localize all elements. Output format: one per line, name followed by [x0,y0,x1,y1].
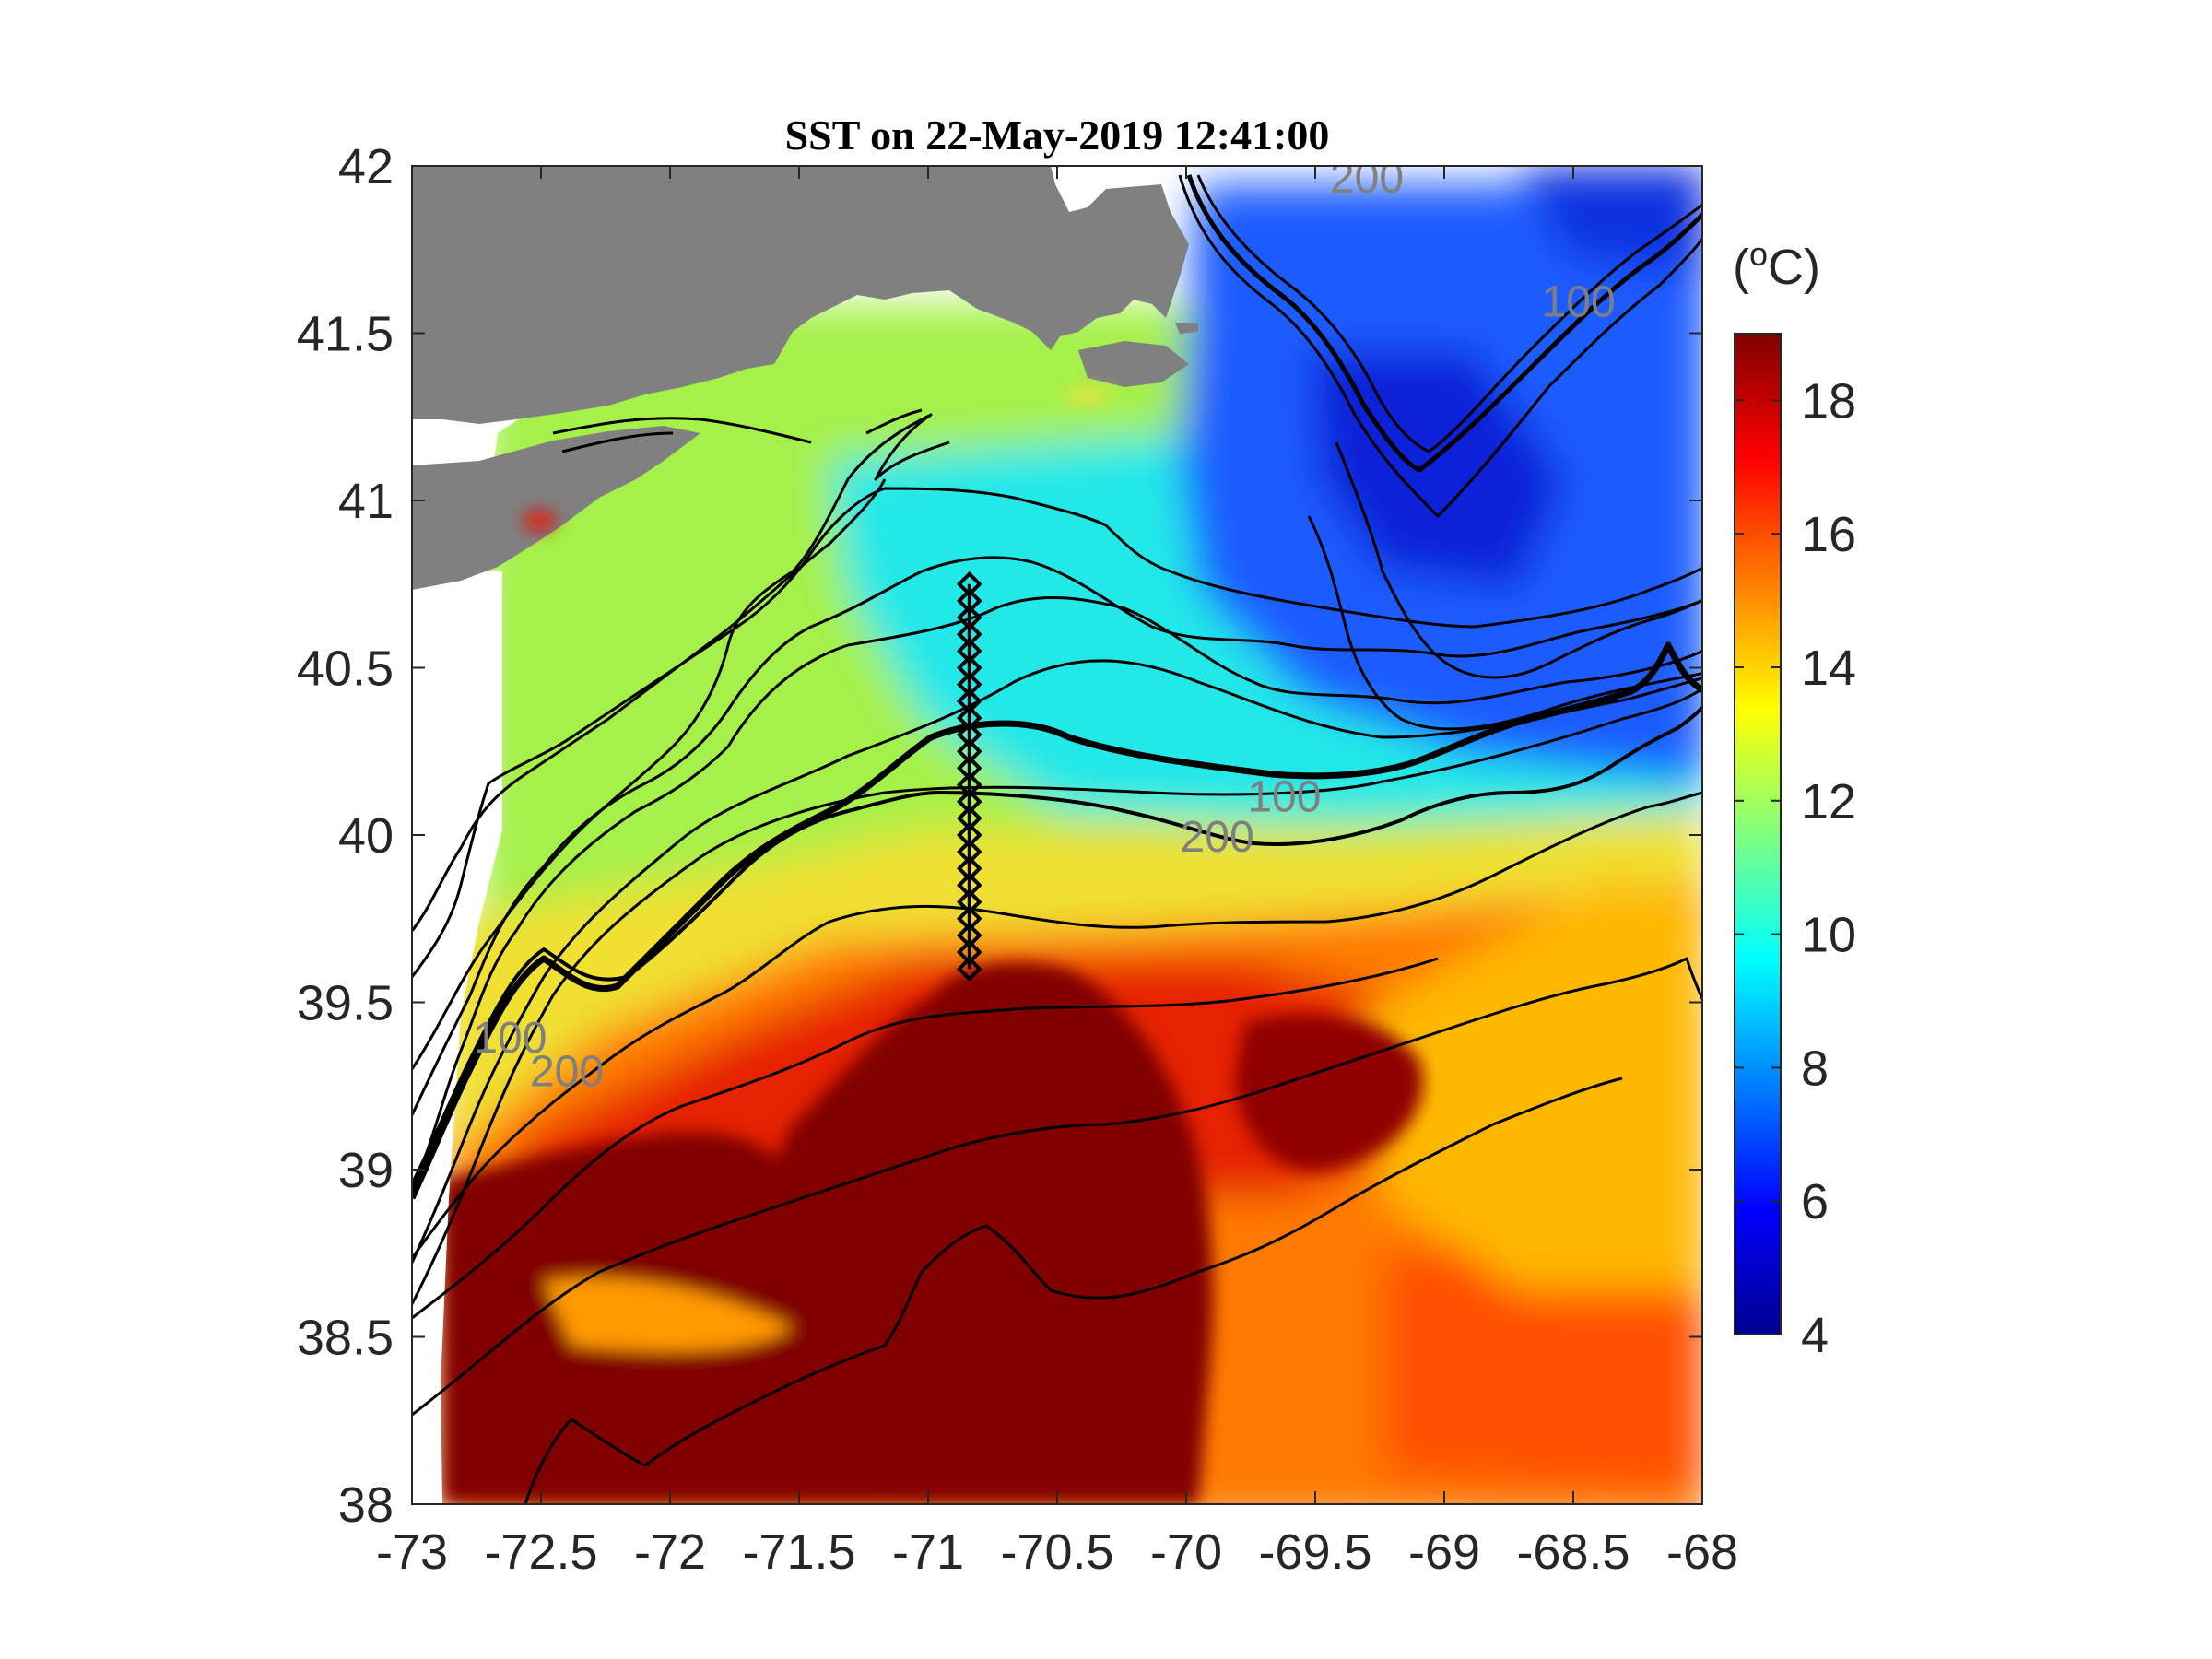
transect-station-marker [956,939,982,965]
x-ticks: -73 -72.5 -72 -71.5 -71 -70.5 -70 -69.5 -69 -68.5… [376,166,1738,1580]
colorbar-tick-label: 14 [1801,641,1856,696]
contour-shelf-inner [552,408,923,453]
contour-abyssal-2 [524,1077,1623,1504]
transect-station-marker [956,905,982,932]
colorbar-tick-label: 4 [1801,1308,1829,1363]
transect-station-marker [956,888,982,915]
transect-station-marker [956,621,982,648]
y-tick-label: 41.5 [297,307,394,362]
contour-deep-2 [412,957,1439,1320]
contour-deep-1 [412,791,1702,1259]
transect-station-marker [956,588,982,614]
transect-station-marker [956,705,982,731]
contour-shelf-1 [412,687,1702,1305]
contour-gulf-4 [1335,441,1702,679]
axes: -73 -72.5 -72 -71.5 -71 -70.5 -70 -69.5 -69 -68.5… [297,139,1738,1580]
contour-gulf-2 [1186,174,1702,473]
y-tick-label: 38.5 [297,1311,394,1366]
contour-shelf-3 [412,596,1702,1190]
transect-station-marker [956,923,982,948]
contour-label: 100 [1247,773,1321,822]
transect-station-marker [956,654,982,681]
transect-station-marker [956,671,982,698]
transect-station-marker [956,755,982,782]
bathymetry-contours [412,174,1702,1504]
y-tick-label: 39 [338,1143,394,1198]
contour-label: 200 [530,1047,604,1096]
x-tick-label: -70.5 [1000,1524,1113,1580]
y-tick-label: 42 [338,139,394,194]
contour-label: 200 [1181,813,1254,862]
x-tick-label: -71 [892,1524,964,1580]
transect-station-marker [956,822,982,848]
transect-station-marker [956,722,982,747]
transect-station-marker [956,956,982,982]
x-tick-label: -69.5 [1258,1524,1371,1580]
x-tick-label: -68.5 [1516,1524,1630,1580]
y-tick-label: 41 [338,474,394,529]
transect-station-marker [956,788,982,815]
colorbar-unit: (oC) [1733,235,1820,295]
colorbar-tick-label: 16 [1801,507,1856,562]
contour-shelf-2 [412,659,1702,1264]
x-tick-label: -72.5 [484,1524,597,1580]
x-tick-label: -71.5 [742,1524,855,1580]
colorbar-tick-label: 10 [1801,908,1856,963]
contour-slope-200 [412,705,1702,1185]
transect-station-marker [956,571,982,597]
x-tick-label: -69 [1408,1524,1480,1580]
colorbar-gradient [1734,333,1782,1335]
contour-abyssal-1 [412,957,1702,1417]
y-ticks: 42 41.5 41 40.5 40 39.5 39 38.5 38 [297,139,1702,1533]
x-tick-label: -68 [1666,1524,1738,1580]
colorbar-tick-label: 6 [1801,1174,1829,1230]
contour-shelf-7 [412,478,887,932]
transect [956,571,982,982]
colorbar-tick-label: 18 [1801,373,1856,429]
x-tick-label: -72 [634,1524,706,1580]
colorbar-tick-label: 8 [1801,1041,1829,1096]
contour-gulf-1 [1196,174,1702,453]
x-tick-label: -73 [376,1524,448,1580]
transect-station-marker [956,872,982,899]
contour-slope-100 [412,641,1702,1200]
contour-label: 100 [1542,277,1616,326]
contour-shelf-4 [412,556,1702,1116]
colorbar: (oC) 18 16 14 12 10 8 6 4 [1733,235,1856,1363]
y-tick-label: 38 [338,1477,394,1533]
y-tick-label: 39.5 [297,976,394,1031]
transect-station-marker [956,605,982,630]
transect-station-marker [956,738,982,765]
contour-label: 100 [473,1014,547,1063]
chart-title: SST on 22-May-2019 12:41:00 [785,112,1330,159]
land-mass [412,166,1198,590]
contour-gulf-5 [1307,515,1702,731]
contour-gulf-3 [1178,174,1702,518]
transect-station-marker [956,855,982,882]
transect-station-marker [956,771,982,798]
transect-station-marker [956,688,982,714]
colorbar-ticks: 18 16 14 12 10 8 6 4 [1735,373,1856,1363]
colorbar-tick-label: 12 [1801,774,1856,830]
coastal-warm-patches [523,389,1110,530]
y-tick-label: 40 [338,808,394,864]
transect-station-marker [956,839,982,865]
transect-station-marker [956,806,982,831]
sst-field [442,166,1702,1504]
contour-label: 200 [1330,154,1404,203]
x-tick-label: -70 [1150,1524,1222,1580]
transect-station-marker [956,638,982,665]
contour-shelf-6 [412,487,1702,978]
y-tick-label: 40.5 [297,641,394,697]
